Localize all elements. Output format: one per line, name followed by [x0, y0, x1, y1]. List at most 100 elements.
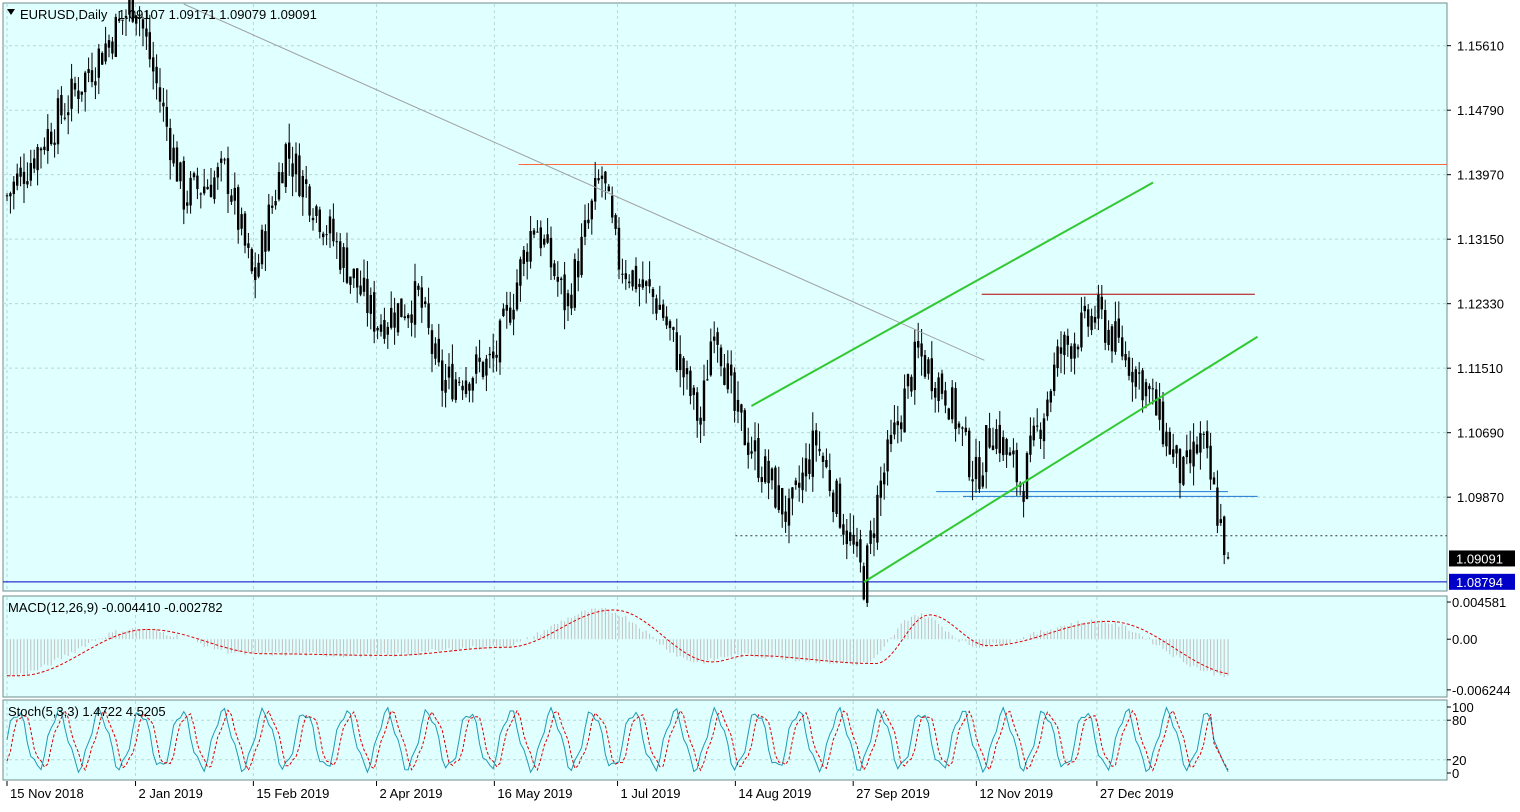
candle: [866, 543, 869, 607]
candle: [135, 14, 138, 36]
stoch-panel[interactable]: [2, 699, 1448, 781]
candle: [124, 9, 128, 37]
candle: [944, 381, 947, 414]
candle: [458, 377, 461, 386]
candle: [747, 427, 750, 469]
candle: [1063, 331, 1066, 375]
candle: [549, 226, 553, 280]
candle: [1049, 388, 1052, 413]
candle: [322, 231, 325, 246]
candle: [1223, 515, 1226, 565]
candle: [1087, 303, 1090, 337]
candle: [379, 314, 383, 337]
candle: [648, 261, 651, 294]
candle: [1083, 296, 1086, 319]
ohlc-values: 1.09107 1.09171 1.09079 1.09091: [118, 7, 317, 22]
drawing-objects[interactable]: [3, 163, 1447, 583]
candle: [1127, 350, 1131, 381]
candle: [70, 63, 73, 122]
candle: [532, 228, 536, 239]
candle: [702, 364, 706, 437]
candle: [271, 196, 274, 214]
candle: [900, 415, 903, 442]
trendline-objects[interactable]: [183, 3, 1259, 583]
symbol-dropdown-icon[interactable]: [7, 9, 15, 15]
candle: [284, 142, 287, 194]
y-tick-label: 1.12330: [1457, 297, 1504, 312]
candle: [815, 423, 818, 462]
candle: [451, 344, 454, 402]
macd-panel[interactable]: [2, 595, 1448, 698]
channel-line[interactable]: [863, 335, 1259, 583]
candle: [927, 357, 930, 380]
candle: [794, 477, 797, 490]
candle: [726, 350, 729, 394]
candle: [301, 170, 304, 216]
candle: [495, 340, 498, 372]
candle: [821, 452, 825, 479]
candle: [1110, 323, 1114, 363]
candle: [1185, 434, 1188, 465]
candle: [158, 68, 162, 113]
candle: [923, 349, 927, 379]
candle: [665, 306, 668, 329]
stoch-y-tick-label: 100: [1452, 700, 1474, 715]
candle: [543, 234, 546, 248]
time-axis: 15 Nov 2018 2 Jan 2019 15 Feb 2019 2 Apr 20…: [6, 781, 1174, 801]
candle: [573, 253, 576, 311]
candle: [56, 89, 60, 155]
candle: [128, 0, 131, 22]
candle: [1202, 431, 1205, 449]
candle: [342, 243, 345, 283]
x-tick-label: 2 Apr 2019: [380, 786, 443, 801]
candle: [274, 189, 277, 210]
candle: [974, 438, 978, 493]
candle: [930, 341, 933, 400]
candle: [733, 367, 736, 423]
candle: [505, 291, 508, 329]
candle: [60, 86, 63, 124]
candle: [478, 339, 481, 373]
candle: [614, 213, 617, 236]
x-tick-label: 27 Dec 2019: [1100, 786, 1174, 801]
candle: [213, 170, 216, 204]
candle: [481, 360, 485, 380]
candle: [260, 224, 264, 270]
price-panel[interactable]: [2, 2, 1448, 592]
candle: [420, 275, 423, 323]
y-tick-label: 1.13970: [1457, 168, 1504, 183]
candle: [498, 318, 502, 375]
downtrend-line[interactable]: [183, 3, 985, 361]
candle: [87, 57, 90, 83]
candle: [859, 529, 862, 573]
candle: [281, 163, 284, 184]
candle: [94, 67, 97, 100]
candle: [971, 460, 974, 501]
candle: [767, 449, 770, 500]
channel-line[interactable]: [750, 181, 1154, 407]
candle: [288, 123, 291, 176]
candle: [277, 162, 281, 202]
candle: [770, 467, 774, 490]
candle: [645, 280, 648, 304]
candle: [141, 16, 145, 47]
candle: [203, 168, 206, 196]
stoch-main-line: [6, 706, 1229, 774]
candle: [600, 166, 604, 198]
candle: [104, 26, 107, 65]
candle: [903, 374, 906, 433]
candle: [1172, 433, 1175, 464]
candle: [798, 465, 801, 502]
candle: [373, 280, 376, 344]
candle: [1219, 503, 1222, 526]
candle: [852, 515, 855, 554]
candle: [617, 217, 621, 280]
candle: [1029, 417, 1032, 463]
candle: [308, 183, 311, 223]
candle: [1212, 472, 1216, 485]
candle: [1032, 417, 1035, 447]
candle: [1117, 301, 1120, 344]
candle: [315, 204, 318, 223]
